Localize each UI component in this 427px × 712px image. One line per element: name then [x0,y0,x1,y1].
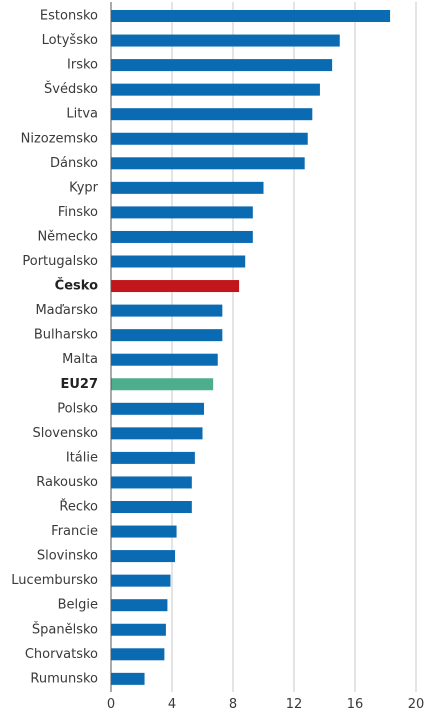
category-label-rakousko: Rakousko [36,475,98,490]
category-label-malta: Malta [62,352,98,367]
category-label-rumunsko: Rumunsko [30,671,98,686]
category-label-slovinsko: Slovinsko [37,549,98,564]
bar-nemecko [111,230,253,243]
category-labels: Estonsko Lotyšsko Irsko Švédsko Litva Nizozem… [11,9,98,687]
x-tick-label-20: 20 [408,697,425,712]
category-label-recko: Řecko [59,499,98,515]
x-tick-label-16: 16 [347,697,364,712]
bar-polsko [111,402,205,415]
bar-spanelsko [111,623,166,636]
bar-litva [111,108,313,121]
bar-rumunsko [111,672,145,685]
x-tick-label-8: 8 [229,697,237,712]
category-label-kypr: Kypr [69,180,99,195]
bar-cesko [111,280,240,293]
category-label-svedsko: Švédsko [44,81,98,97]
category-label-dansko: Dánsko [50,156,98,171]
x-tick-label-0: 0 [107,697,115,712]
bar-belgie [111,599,168,612]
category-label-estonsko: Estonsko [40,9,98,24]
category-label-lucembursko: Lucembursko [11,573,98,588]
bar-eu27 [111,378,214,391]
category-label-chorvatsko: Chorvatsko [25,647,98,662]
bar-dansko [111,157,305,170]
category-label-francie: Francie [51,524,98,539]
bar-malta [111,353,218,366]
category-label-italie: Itálie [66,450,98,465]
bar-madarsko [111,304,223,317]
category-label-litva: Litva [66,107,98,122]
bar-recko [111,501,192,513]
bar-portugalsko [111,255,246,268]
category-label-slovensko: Slovensko [32,426,98,441]
category-label-irsko: Irsko [67,58,98,73]
category-label-lotyssko: Lotyšsko [42,33,98,48]
x-tick-label-12: 12 [286,697,303,712]
category-label-madarsko: Maďarsko [35,303,98,318]
bar-slovinsko [111,550,176,563]
category-label-belgie: Belgie [58,598,98,613]
bar-italie [111,451,195,464]
bar-lotyssko [111,34,340,47]
category-label-bulharsko: Bulharsko [34,328,98,343]
bar-kypr [111,181,264,194]
category-label-cesko: Česko [55,278,98,294]
bar-rakousko [111,476,192,489]
grid-lines [171,2,417,692]
bar-lucembursko [111,574,171,587]
bar-slovensko [111,427,203,440]
category-label-polsko: Polsko [57,401,98,416]
category-label-nizozemsko: Nizozemsko [21,131,98,146]
bar-svedsko [111,83,320,96]
bar-bulharsko [111,329,223,342]
bar-irsko [111,59,333,72]
category-label-spanelsko: Španělsko [32,621,98,637]
x-axis-ticks: 0 4 8 12 16 20 [107,697,424,712]
bar-chorvatsko [111,648,165,661]
category-label-portugalsko: Portugalsko [22,254,98,269]
bar-estonsko [111,10,391,22]
category-label-eu27: EU27 [60,377,98,392]
bars [111,10,391,685]
category-label-finsko: Finsko [58,205,98,220]
bar-francie [111,525,177,538]
category-label-nemecko: Německo [37,229,98,244]
bar-nizozemsko [111,132,308,145]
x-tick-label-4: 4 [168,697,176,712]
bar-finsko [111,206,253,219]
